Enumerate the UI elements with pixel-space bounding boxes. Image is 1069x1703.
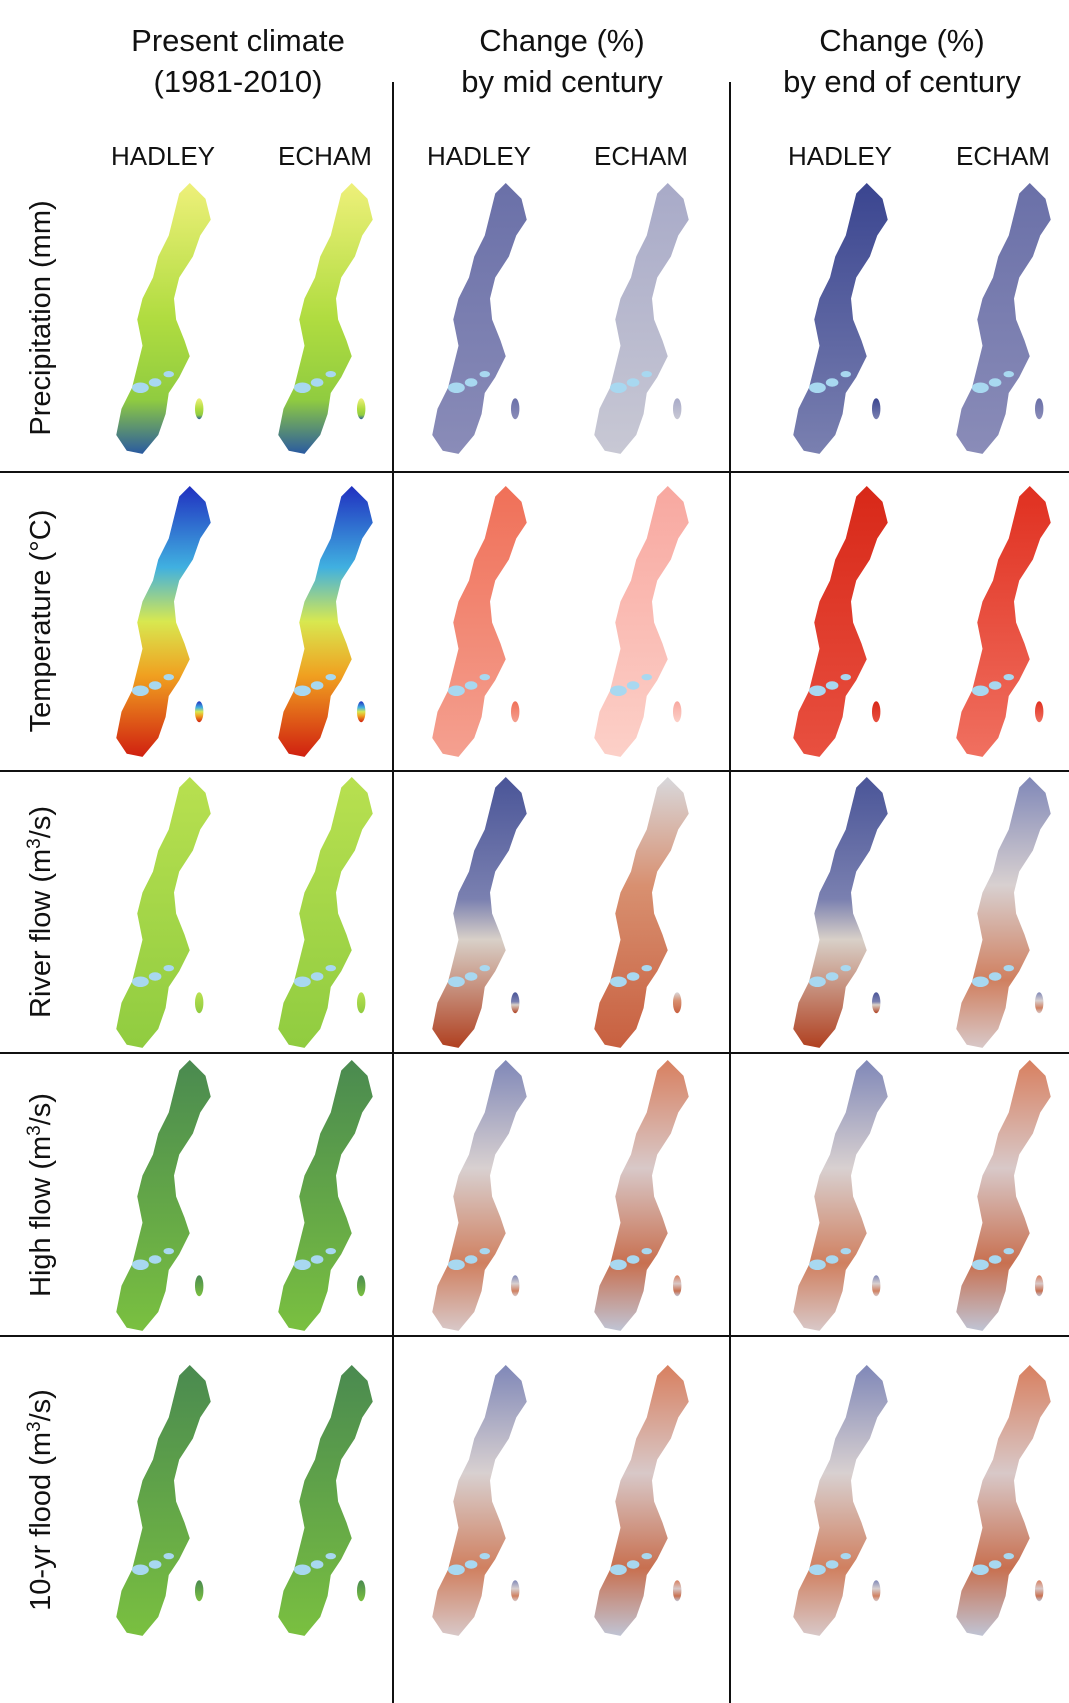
map (793, 777, 888, 1048)
row-label-sup: 3 (24, 1125, 45, 1136)
model-label: HADLEY (788, 141, 892, 171)
row-label-tail: /s) (25, 806, 57, 838)
row-label-tail: /s) (25, 1389, 57, 1421)
row: High flow (m3/s) (24, 1060, 1051, 1331)
row-label: High flow (m3/s) (24, 1093, 57, 1297)
map (278, 1365, 373, 1636)
page: Present climate (1981-2010) Change (%) b… (0, 0, 1069, 1703)
map (432, 777, 527, 1048)
map (594, 183, 689, 454)
map (116, 1365, 211, 1636)
column-headers: Present climate (1981-2010) Change (%) b… (111, 23, 1050, 171)
map (956, 777, 1051, 1048)
map (278, 1060, 373, 1331)
row-label-text: River flow (m (25, 849, 57, 1018)
map (116, 183, 211, 454)
map (278, 183, 373, 454)
map (116, 486, 211, 757)
map (278, 486, 373, 757)
map (432, 486, 527, 757)
map (956, 1365, 1051, 1636)
map (793, 183, 888, 454)
map (793, 1365, 888, 1636)
map (956, 183, 1051, 454)
map (793, 486, 888, 757)
row-label: 10-yr flood (m3/s) (24, 1389, 57, 1611)
row-label: Temperature (°C) (25, 510, 57, 733)
map (432, 1060, 527, 1331)
row: Temperature (°C) (25, 486, 1051, 757)
column-title: Present climate (131, 23, 345, 58)
map (116, 777, 211, 1048)
row: River flow (m3/s) (24, 777, 1051, 1048)
column-title: by end of century (783, 64, 1021, 99)
model-label: ECHAM (278, 141, 372, 171)
row-label: Precipitation (mm) (25, 200, 57, 435)
row-label-sup: 3 (24, 1421, 45, 1432)
row-label-text: Precipitation (mm) (25, 200, 57, 435)
row-label-text: 10-yr flood (m (25, 1432, 57, 1611)
map (793, 1060, 888, 1331)
column-title: Change (%) (819, 23, 984, 58)
row-label-text: Temperature (°C) (25, 510, 57, 733)
row: Precipitation (mm) (25, 183, 1051, 454)
column-title: by mid century (461, 64, 663, 99)
map (432, 1365, 527, 1636)
map (594, 777, 689, 1048)
map (278, 777, 373, 1048)
row-label-text: High flow (m (25, 1136, 57, 1297)
map (432, 183, 527, 454)
model-label: HADLEY (427, 141, 531, 171)
map (956, 486, 1051, 757)
column-title: (1981-2010) (154, 64, 323, 99)
figure: Present climate (1981-2010) Change (%) b… (0, 0, 1069, 1703)
model-label: ECHAM (594, 141, 688, 171)
map (594, 1365, 689, 1636)
model-label: HADLEY (111, 141, 215, 171)
model-label: ECHAM (956, 141, 1050, 171)
map (594, 1060, 689, 1331)
row: 10-yr flood (m3/s) (24, 1365, 1051, 1636)
map (594, 486, 689, 757)
row-label-sup: 3 (24, 838, 45, 849)
map (956, 1060, 1051, 1331)
column-title: Change (%) (479, 23, 644, 58)
row-label-tail: /s) (25, 1093, 57, 1125)
row-label: River flow (m3/s) (24, 806, 57, 1018)
map (116, 1060, 211, 1331)
